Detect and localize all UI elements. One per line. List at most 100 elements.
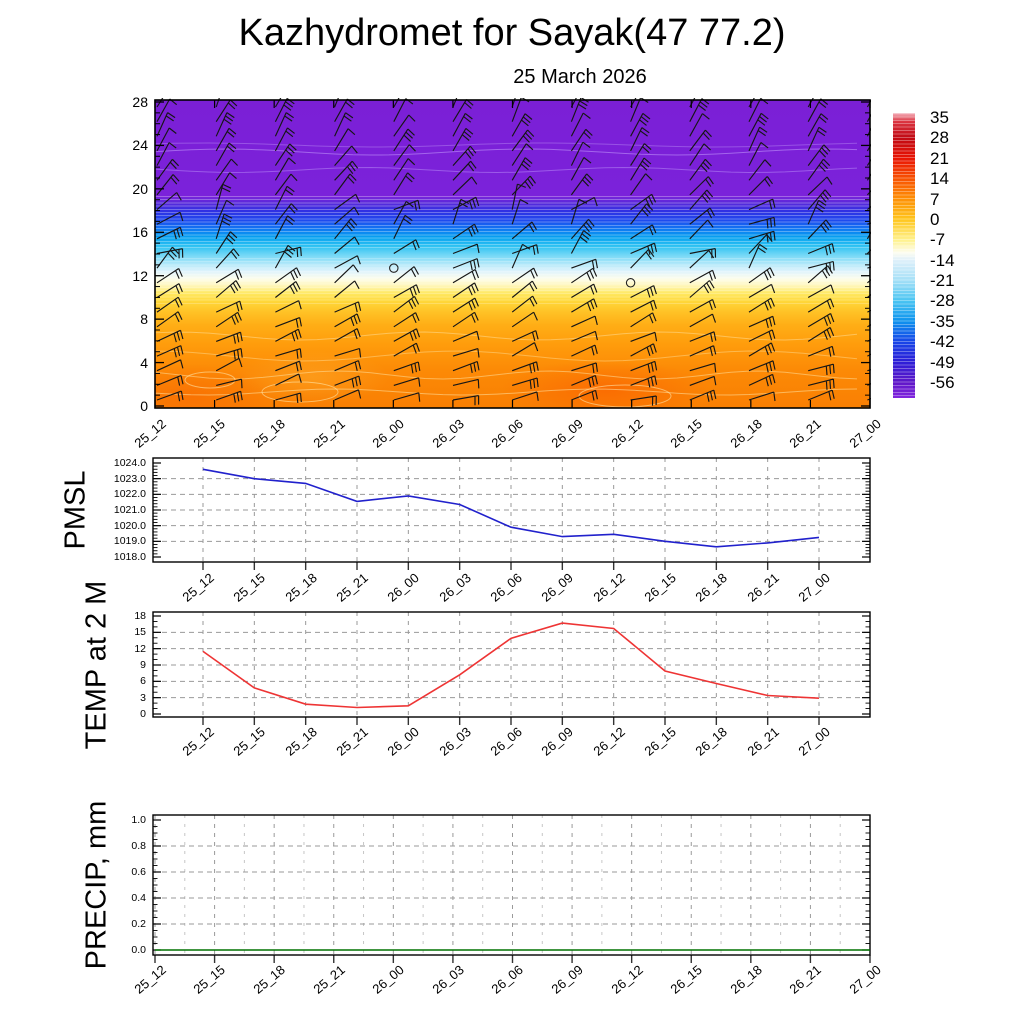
wind-barb <box>216 348 243 360</box>
wind-barb <box>511 330 539 342</box>
wind-barb <box>512 391 539 401</box>
wind-barb <box>452 243 480 255</box>
wind-barb <box>393 312 420 328</box>
wind-barb <box>275 348 302 359</box>
wind-barb <box>630 343 657 357</box>
temp-line <box>202 622 820 709</box>
colorbar-tick-label: 21 <box>930 148 949 168</box>
colorbar-tick-label: -7 <box>930 230 946 250</box>
colorbar-tick-label: 7 <box>930 189 940 209</box>
wind-barb <box>689 248 717 259</box>
wind-barb <box>511 311 538 328</box>
wind-barb <box>748 98 755 108</box>
calm-wind-circle <box>389 263 399 273</box>
wind-barb <box>630 157 652 181</box>
wind-barb <box>334 280 360 298</box>
wind-barb <box>393 158 416 181</box>
wind-barb <box>275 360 302 372</box>
wind-barb <box>393 200 414 225</box>
wind-barb <box>156 283 183 298</box>
wind-barb <box>156 226 184 240</box>
wind-barb <box>275 328 302 342</box>
wind-barb <box>689 331 717 343</box>
wind-barb <box>215 199 235 225</box>
wind-barb <box>334 98 355 122</box>
wind-barb <box>689 269 717 284</box>
wind-barb <box>630 285 657 299</box>
wind-barb <box>571 389 598 401</box>
wind-barb <box>867 338 871 342</box>
wind-barb <box>630 299 657 313</box>
wind-barb <box>393 328 421 342</box>
wind-barb <box>156 158 180 181</box>
wind-barb <box>807 313 835 328</box>
height-tick-label: 28 <box>132 94 148 110</box>
wind-barb <box>807 158 831 181</box>
wind-barb <box>452 297 479 313</box>
pmsl-y-tick-label: 1020.0 <box>113 519 146 532</box>
wind-barb <box>630 224 657 240</box>
calm-wind-circle <box>625 278 636 288</box>
wind-barb <box>511 157 533 181</box>
wind-barb <box>156 174 180 196</box>
wind-barb <box>511 295 538 313</box>
wind-barb <box>452 360 480 374</box>
wind-barb <box>393 239 420 254</box>
wind-barb <box>334 112 354 137</box>
wind-barb <box>334 193 361 211</box>
pmsl-border <box>152 457 871 563</box>
wind-barb <box>274 157 296 181</box>
wind-barb <box>452 223 479 240</box>
wind-barb <box>866 190 871 196</box>
height-tick-label: 20 <box>132 180 148 197</box>
wind-barb <box>570 218 595 240</box>
wind-barb <box>511 198 529 225</box>
wind-barb <box>867 309 871 313</box>
wind-barb <box>215 311 242 328</box>
wind-barb <box>156 142 177 166</box>
wind-barb <box>630 98 637 108</box>
wind-barb <box>570 198 588 225</box>
wind-barb <box>393 114 416 137</box>
wind-barb <box>156 211 184 225</box>
wind-barb <box>452 395 480 406</box>
wind-barb <box>156 296 183 313</box>
wind-barb <box>630 249 655 269</box>
colorbar-tick-label: -14 <box>930 250 955 270</box>
precip-axis-title: PRECIP, mm <box>80 800 113 970</box>
wind-barb <box>630 173 653 196</box>
wind-barb <box>571 298 598 313</box>
wind-barb <box>215 213 233 239</box>
temp-y-tick-label: 12 <box>134 642 146 655</box>
precip-y-tick-label: 0.0 <box>131 944 146 956</box>
wind-barb <box>334 98 339 108</box>
wind-barb <box>630 193 657 211</box>
wind-barb <box>334 264 359 284</box>
wind-barb <box>689 158 712 181</box>
wind-barb <box>334 375 362 388</box>
wind-barb <box>274 185 295 210</box>
wind-barb <box>512 244 539 255</box>
wind-barb <box>156 345 184 358</box>
contour-line <box>154 166 858 174</box>
wind-barb <box>215 142 237 166</box>
wind-barb <box>748 198 776 211</box>
colorbar-tick-label: 35 <box>930 108 949 127</box>
wind-barb <box>393 295 420 313</box>
wind-barb <box>215 98 220 108</box>
colorbar-tick-label: -42 <box>930 332 955 352</box>
wind-barb <box>748 283 776 298</box>
wind-barb <box>867 369 871 372</box>
pmsl-y-tick-label: 1022.0 <box>113 488 146 501</box>
temp-y-tick-label: 18 <box>134 610 146 622</box>
wind-barb <box>274 173 298 196</box>
temp-y-tick-label: 6 <box>140 675 146 688</box>
wind-barb <box>808 363 835 376</box>
wind-barb <box>748 360 776 373</box>
wind-barb <box>867 397 871 401</box>
wind-barb <box>452 311 479 328</box>
colorbar-tick-label: 0 <box>930 209 940 229</box>
wind-barb <box>452 378 480 389</box>
wind-barb <box>274 127 295 152</box>
